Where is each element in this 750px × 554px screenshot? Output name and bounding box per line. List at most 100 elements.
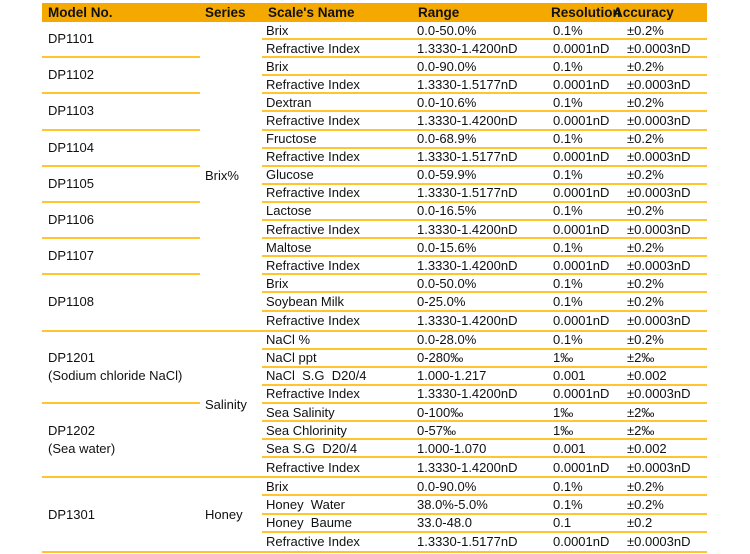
resolution-cell: 0.1%: [553, 497, 583, 513]
scale-name-cell: NaCl S.G D20/4: [266, 368, 367, 384]
series-label: Brix%: [205, 168, 239, 184]
series-label: Honey: [205, 507, 243, 523]
model-note: (Sea water): [48, 441, 116, 457]
scale-name-cell: Sea Salinity: [266, 404, 335, 420]
model-note: (Sodium chloride NaCl): [48, 367, 183, 383]
model-group: DP1102: [42, 58, 200, 95]
resolution-cell: 1‰: [553, 350, 574, 366]
resolution-cell: 0.1%: [553, 332, 583, 348]
model-group: DP1301: [42, 478, 200, 550]
resolution-cell: 1‰: [553, 422, 574, 438]
scale-name-cell: Brix: [266, 58, 289, 74]
model-group: DP1108: [42, 275, 200, 329]
accuracy-cell: ±0.0003nD: [627, 76, 691, 92]
model-number: DP1107: [48, 248, 95, 264]
range-cell: 0-100‰: [417, 404, 464, 420]
model-number: DP1301: [48, 506, 95, 522]
scale-name-cell: Refractive Index: [266, 459, 360, 475]
scale-name-cell: Refractive Index: [266, 185, 360, 201]
scale-name-cell: Refractive Index: [266, 257, 360, 273]
table-row: Sea Chlorinity 0-57‰ 1‰ ±2‰: [262, 422, 707, 441]
range-cell: 38.0%-5.0%: [417, 497, 488, 513]
resolution-cell: 0.1%: [553, 203, 583, 219]
accuracy-cell: ±0.2%: [627, 293, 664, 309]
range-cell: 1.3330-1.4200nD: [417, 313, 518, 329]
column-header-model-no: Model No.: [48, 5, 113, 20]
scale-name-cell: Lactose: [266, 203, 312, 219]
scale-name-cell: Refractive Index: [266, 113, 360, 129]
range-cell: 0-25.0%: [417, 293, 466, 309]
range-cell: 0.0-15.6%: [417, 239, 477, 255]
scale-rows: Brix 0.0-90.0% 0.1% ±0.2% Honey Water 38.0%-5…: [262, 478, 707, 550]
model-group: DP1107: [42, 239, 200, 276]
model-number: DP1201: [48, 349, 95, 365]
model-column: DP1301: [42, 478, 200, 550]
scale-name-cell: Maltose: [266, 239, 312, 255]
accuracy-cell: ±0.2: [627, 515, 653, 531]
model-column: DP1201 (Sodium chloride NaCl) DP1202 (Sea w…: [42, 332, 200, 477]
table-row: Honey Baume 33.0-48.0 0.1 ±0.2: [262, 515, 707, 533]
resolution-cell: 0.1%: [553, 131, 583, 147]
scale-name-cell: Refractive Index: [266, 76, 360, 92]
table-section: DP1301 Honey Brix 0.0-90.0% 0.1% ±0.2% Honey W…: [42, 478, 707, 553]
model-number: DP1105: [48, 175, 95, 191]
series-column: Brix%: [200, 22, 262, 330]
range-cell: 1.3330-1.5177nD: [417, 185, 518, 201]
refractometer-spec-table: Model No. Series Scale's Name Range Reso…: [42, 3, 707, 553]
range-cell: 0.0-50.0%: [417, 275, 477, 291]
scale-name-cell: Refractive Index: [266, 149, 360, 165]
scale-name-cell: Sea S.G D20/4: [266, 440, 358, 456]
range-cell: 0.0-50.0%: [417, 22, 477, 38]
scale-name-cell: Honey Water: [266, 497, 345, 513]
accuracy-cell: ±0.2%: [627, 131, 664, 147]
range-cell: 1.3330-1.5177nD: [417, 534, 518, 550]
model-group: DP1103: [42, 94, 200, 131]
table-row: Fructose 0.0-68.9% 0.1% ±0.2%: [262, 131, 707, 149]
scale-name-cell: Soybean Milk: [266, 293, 345, 309]
accuracy-cell: ±0.002: [627, 440, 667, 456]
model-number: DP1108: [48, 294, 95, 310]
accuracy-cell: ±0.0003nD: [627, 149, 691, 165]
resolution-cell: 0.1%: [553, 239, 583, 255]
scale-name-cell: Fructose: [266, 131, 317, 147]
table-row: Refractive Index 1.3330-1.4200nD 0.0001nD ±…: [262, 40, 707, 59]
model-group: DP1101: [42, 22, 200, 59]
resolution-cell: 0.0001nD: [553, 76, 610, 92]
table-header-row: Model No. Series Scale's Name Range Reso…: [42, 3, 707, 22]
scale-name-cell: Glucose: [266, 167, 314, 183]
resolution-cell: 0.0001nD: [553, 40, 610, 56]
model-number: DP1104: [48, 139, 95, 155]
range-cell: 0-57‰: [417, 422, 457, 438]
range-cell: 0.0-28.0%: [417, 332, 477, 348]
range-cell: 1.3330-1.4200nD: [417, 257, 518, 273]
resolution-cell: 0.1%: [553, 22, 583, 38]
table-row: Maltose 0.0-15.6% 0.1% ±0.2%: [262, 239, 707, 258]
resolution-cell: 0.1%: [553, 58, 583, 74]
resolution-cell: 0.0001nD: [553, 257, 610, 273]
table-row: Refractive Index 1.3330-1.5177nD 0.0001nD ±…: [262, 76, 707, 95]
accuracy-cell: ±2‰: [627, 350, 655, 366]
table-row: Glucose 0.0-59.9% 0.1% ±0.2%: [262, 167, 707, 185]
table-row: Refractive Index 1.3330-1.5177nD 0.0001nD ±…: [262, 185, 707, 203]
accuracy-cell: ±0.0003nD: [627, 313, 691, 329]
resolution-cell: 0.0001nD: [553, 313, 610, 329]
range-cell: 1.000-1.217: [417, 368, 487, 384]
accuracy-cell: ±0.2%: [627, 58, 664, 74]
model-group: DP1106: [42, 203, 200, 240]
model-number: DP1106: [48, 211, 95, 227]
column-header-scales-name: Scale's Name: [268, 5, 355, 20]
scale-name-cell: Brix: [266, 22, 289, 38]
table-row: Refractive Index 1.3330-1.4200nD 0.0001nD ±…: [262, 458, 707, 476]
table-row: Refractive Index 1.3330-1.5177nD 0.0001nD ±…: [262, 533, 707, 551]
range-cell: 0.0-10.6%: [417, 94, 477, 110]
table-row: Honey Water 38.0%-5.0% 0.1% ±0.2%: [262, 496, 707, 515]
accuracy-cell: ±0.2%: [627, 332, 664, 348]
scale-rows: Brix 0.0-50.0% 0.1% ±0.2% Refractive Index 1.…: [262, 22, 707, 330]
series-label: Salinity: [205, 396, 247, 412]
scale-name-cell: Refractive Index: [266, 313, 360, 329]
accuracy-cell: ±0.0003nD: [627, 257, 691, 273]
table-row: Brix 0.0-90.0% 0.1% ±0.2%: [262, 58, 707, 77]
model-column: DP1101 DP1102 DP1103 DP1104 DP1105 DP1106 DP11…: [42, 22, 200, 330]
model-number: DP1101: [48, 31, 95, 47]
table-row: NaCl S.G D20/4 1.000-1.217 0.001 ±0.002: [262, 368, 707, 386]
